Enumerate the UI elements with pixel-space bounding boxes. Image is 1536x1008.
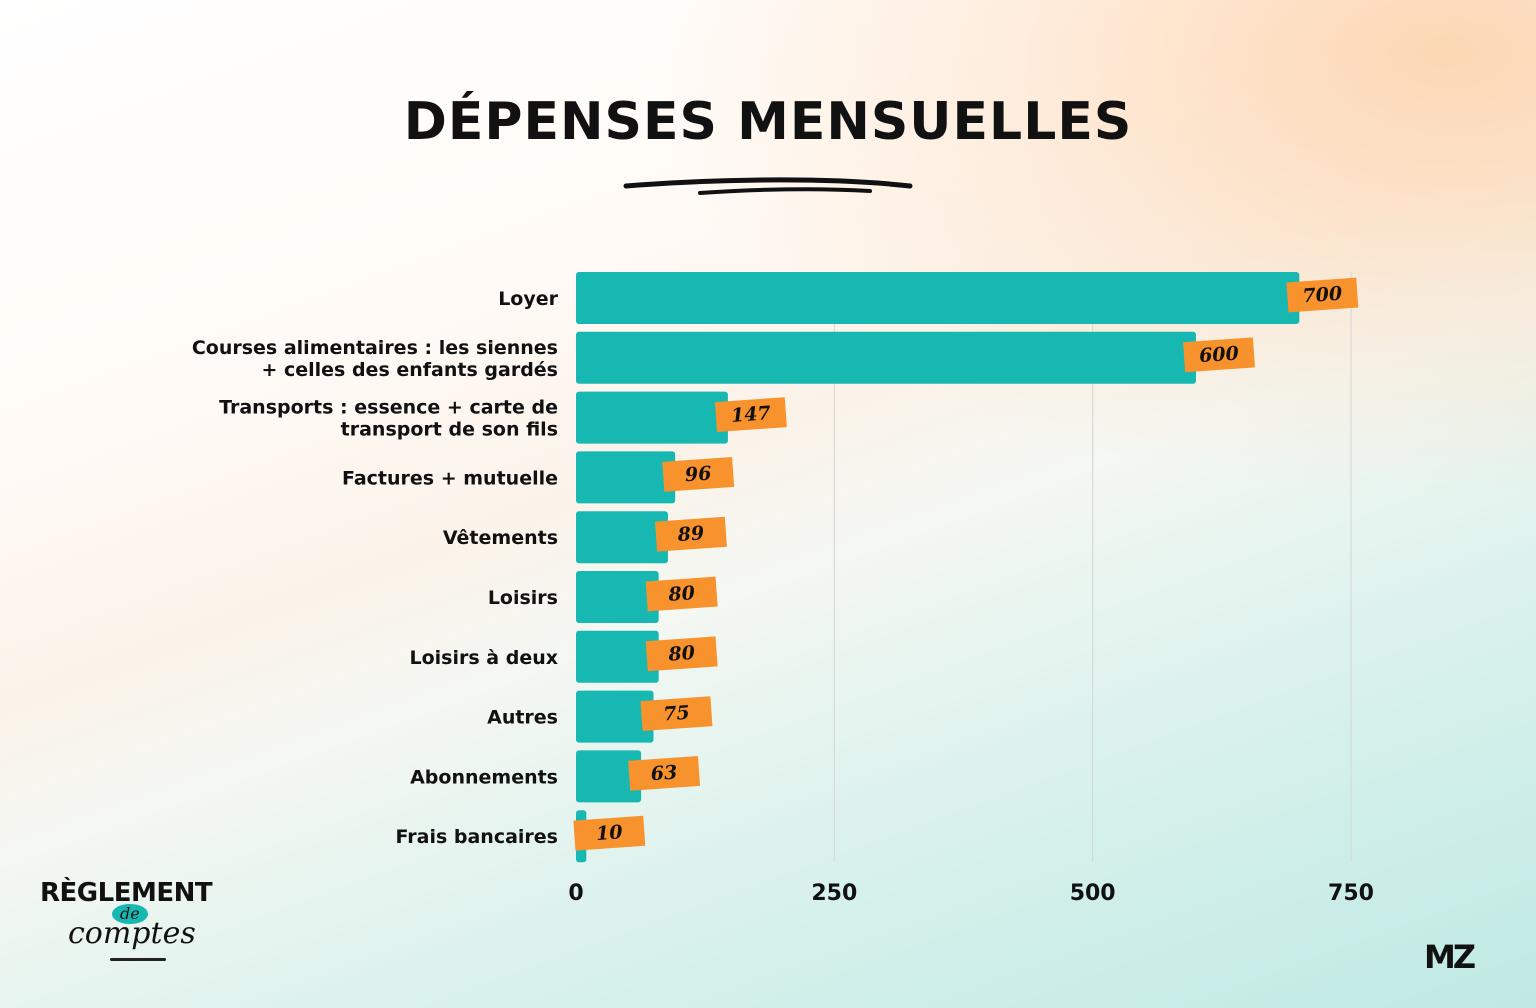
value-tag-bg [640, 696, 713, 732]
data-label: 63 [650, 762, 678, 786]
category-label: Autres [487, 707, 558, 729]
value-tag: 63 [628, 755, 701, 791]
data-label: 75 [663, 702, 691, 726]
value-tag-bg [662, 456, 735, 492]
data-label: 700 [1302, 283, 1343, 308]
bar [576, 272, 1300, 324]
data-label: 80 [667, 642, 696, 666]
value-tag: 10 [573, 815, 646, 851]
value-tag-bg [573, 815, 646, 851]
value-tag: 147 [714, 397, 787, 433]
category-label: Loisirs [488, 587, 558, 609]
value-tag-bg [1183, 337, 1255, 373]
bar [576, 391, 728, 444]
value-tag: 89 [655, 516, 727, 552]
mz-logo: MZ [1424, 938, 1476, 976]
bar [576, 331, 1196, 384]
data-label: 89 [676, 522, 705, 546]
value-tag: 600 [1183, 337, 1255, 373]
reglement-de-comptes-logo: RÈGLEMENT de comptes [40, 878, 240, 968]
bar [576, 750, 642, 803]
value-tag: 96 [662, 456, 735, 492]
value-tag-bg [645, 576, 718, 612]
value-tag: 80 [645, 576, 718, 612]
data-label: 96 [684, 463, 712, 487]
x-tick-label: 750 [1328, 881, 1374, 906]
value-tag: 75 [640, 696, 713, 732]
title-underline [623, 177, 913, 195]
brand-top-text: RÈGLEMENT [40, 878, 213, 908]
value-tag-bg [1286, 277, 1359, 313]
x-tick-label: 0 [568, 881, 583, 906]
category-label: Vêtements [443, 527, 558, 549]
value-tag: 700 [1286, 277, 1359, 313]
value-tag: 80 [645, 636, 718, 672]
brand-underline [110, 958, 166, 961]
data-label: 600 [1198, 342, 1239, 367]
category-label: Courses alimentaires : les siennes + cell… [192, 337, 558, 381]
category-label: Frais bancaires [395, 826, 558, 848]
bar [576, 511, 668, 564]
category-label: Loisirs à deux [410, 647, 559, 669]
brand-bottom-text: comptes [68, 916, 196, 951]
data-label: 147 [730, 402, 771, 427]
brand-de-text: de [112, 904, 148, 924]
category-label: Loyer [498, 288, 558, 310]
value-tag-bg [655, 516, 727, 552]
bar [576, 571, 659, 623]
bar [576, 690, 654, 743]
x-tick-label: 500 [1070, 881, 1116, 906]
value-tag-bg [714, 397, 787, 433]
data-label: 10 [595, 821, 623, 845]
value-tag-bg [645, 636, 718, 672]
page-title: DÉPENSES MENSUELLES [403, 92, 1133, 152]
x-tick-label: 250 [811, 881, 857, 906]
bar [576, 630, 659, 683]
bar [576, 451, 676, 504]
category-label: Abonnements [410, 766, 558, 788]
category-label: Transports : essence + carte de transport… [219, 397, 558, 441]
data-label: 80 [667, 582, 696, 606]
category-label: Factures + mutuelle [342, 467, 558, 489]
value-tag-bg [628, 755, 701, 791]
